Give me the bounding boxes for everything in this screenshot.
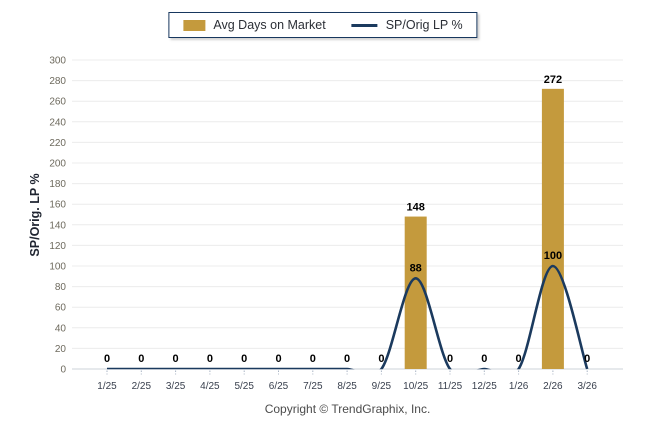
x-tick-label: 7/25 [303,381,323,392]
y-tick-label: 80 [55,282,67,293]
x-tick-label: 11/25 [438,381,463,392]
data-label-zero: 0 [584,353,590,365]
line-path [107,264,589,370]
data-labels: 0 0 0 0 0 0 0 0 0 148 88 0 0 0 272 100 0 [104,74,590,365]
line-series [107,264,589,370]
y-tick-label: 20 [55,344,67,355]
data-label-zero: 0 [241,353,247,365]
y-tick-label: 40 [55,323,67,334]
legend-label-sp-orig-lp: SP/Orig LP % [385,18,463,32]
bar-data-label: 148 [407,202,425,214]
legend-label-avg-days: Avg Days on Market [213,18,326,32]
data-label-zero: 0 [207,353,213,365]
bar [541,88,564,369]
x-tick-label: 1/26 [509,381,529,392]
data-label-zero: 0 [481,353,487,365]
data-label-zero: 0 [344,353,350,365]
y-tick-label: 280 [49,76,66,87]
y-tick-label: 100 [49,262,66,273]
gridlines [72,59,623,370]
x-tick-label: 5/25 [234,381,254,392]
legend-item-avg-days-on-market: Avg Days on Market [183,18,326,32]
bar-series-swatch-icon [183,19,206,31]
bar-series [404,88,564,369]
x-tick-label: 9/25 [372,381,392,392]
x-tick-label: 1/25 [97,381,117,392]
y-axis-title: SP/Orig. LP % [28,173,42,256]
data-label-zero: 0 [138,353,144,365]
data-label-zero: 0 [275,353,281,365]
line-series-swatch-icon [351,23,378,27]
x-tick-label: 2/26 [543,381,563,392]
x-tick-label: 6/25 [269,381,289,392]
data-label-zero: 0 [447,353,453,365]
bar-data-label: 272 [544,74,562,86]
legend-item-sp-orig-lp: SP/Orig LP % [351,18,463,32]
x-tick-label: 3/26 [577,381,597,392]
data-label-zero: 0 [310,353,316,365]
y-tick-label: 240 [49,117,66,128]
x-tick-label: 12/25 [472,381,497,392]
y-tick-label: 120 [49,241,66,252]
y-tick-label: 180 [49,179,66,190]
line-data-label: 88 [410,262,422,274]
x-tick-label: 8/25 [337,381,357,392]
data-label-zero: 0 [173,353,179,365]
y-tick-label: 200 [49,159,66,170]
axis-ticks: 0 20 40 60 80 100 120 140 160 180 200 220 240 260 280 3… [49,56,597,393]
line-data-label: 100 [544,250,562,262]
data-label-zero: 0 [516,353,522,365]
legend: Avg Days on Market SP/Orig LP % [168,12,478,38]
y-tick-label: 220 [49,138,66,149]
y-tick-label: 300 [49,56,66,67]
bar [404,216,427,369]
y-tick-label: 60 [55,303,67,314]
data-label-zero: 0 [104,353,110,365]
y-tick-label: 260 [49,97,66,108]
x-tick-label: 4/25 [200,381,220,392]
copyright-text: Copyright © TrendGraphix, Inc. [264,402,431,416]
y-tick-label: 0 [60,365,66,376]
x-tick-label: 10/25 [403,381,428,392]
data-label-zero: 0 [378,353,384,365]
x-tick-label: 2/25 [132,381,152,392]
y-tick-label: 160 [49,200,66,211]
y-tick-label: 140 [49,220,66,231]
x-tick-label: 3/25 [166,381,186,392]
